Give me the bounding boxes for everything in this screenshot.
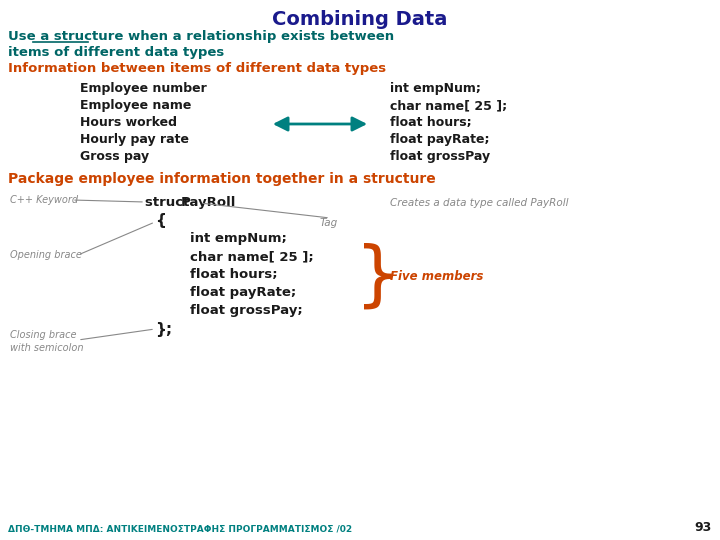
Text: Information between items of different data types: Information between items of different d… (8, 62, 386, 75)
Text: 93: 93 (695, 521, 712, 534)
Text: float hours;: float hours; (390, 116, 472, 129)
Text: float payRate;: float payRate; (390, 133, 490, 146)
Text: Tag: Tag (320, 218, 338, 228)
Text: }: } (355, 242, 401, 312)
Text: Combining Data: Combining Data (272, 10, 448, 29)
Text: {: { (155, 213, 166, 228)
Text: float payRate;: float payRate; (190, 286, 296, 299)
Text: char name[ 25 ];: char name[ 25 ]; (190, 250, 314, 263)
Text: PayRoll: PayRoll (181, 196, 236, 209)
Text: C++ Keyword: C++ Keyword (10, 195, 78, 205)
Text: int empNum;: int empNum; (190, 232, 287, 245)
Text: };: }; (155, 322, 172, 337)
Text: Package employee information together in a structure: Package employee information together in… (8, 172, 436, 186)
Text: Employee name: Employee name (80, 99, 192, 112)
Text: Five members: Five members (390, 271, 483, 284)
Text: float hours;: float hours; (190, 268, 278, 281)
Text: Opening brace: Opening brace (10, 250, 82, 260)
Text: ΔΠΘ-ΤΜΗΜΑ ΜΠΔ: ΑΝΤΙΚΕΙΜΕΝΟΣΤΡΑΦΗΣ ΠΡΟΓΡΑΜΜΑΤΙΣΜΟΣ /02: ΔΠΘ-ΤΜΗΜΑ ΜΠΔ: ΑΝΤΙΚΕΙΜΕΝΟΣΤΡΑΦΗΣ ΠΡΟΓΡΑ… (8, 525, 352, 534)
Text: Closing brace
with semicolon: Closing brace with semicolon (10, 330, 84, 353)
Text: Employee number: Employee number (80, 82, 207, 95)
Text: char name[ 25 ];: char name[ 25 ]; (390, 99, 507, 112)
Text: int empNum;: int empNum; (390, 82, 481, 95)
Text: Hourly pay rate: Hourly pay rate (80, 133, 189, 146)
Text: Creates a data type called PayRoll: Creates a data type called PayRoll (390, 198, 569, 208)
Text: Hours worked: Hours worked (80, 116, 177, 129)
Text: Use a structure when a relationship exists between: Use a structure when a relationship exis… (8, 30, 394, 43)
Text: float grossPay: float grossPay (390, 150, 490, 163)
Text: Gross pay: Gross pay (80, 150, 149, 163)
Text: float grossPay;: float grossPay; (190, 304, 302, 317)
Text: struct: struct (145, 196, 194, 209)
Text: items of different data types: items of different data types (8, 46, 224, 59)
